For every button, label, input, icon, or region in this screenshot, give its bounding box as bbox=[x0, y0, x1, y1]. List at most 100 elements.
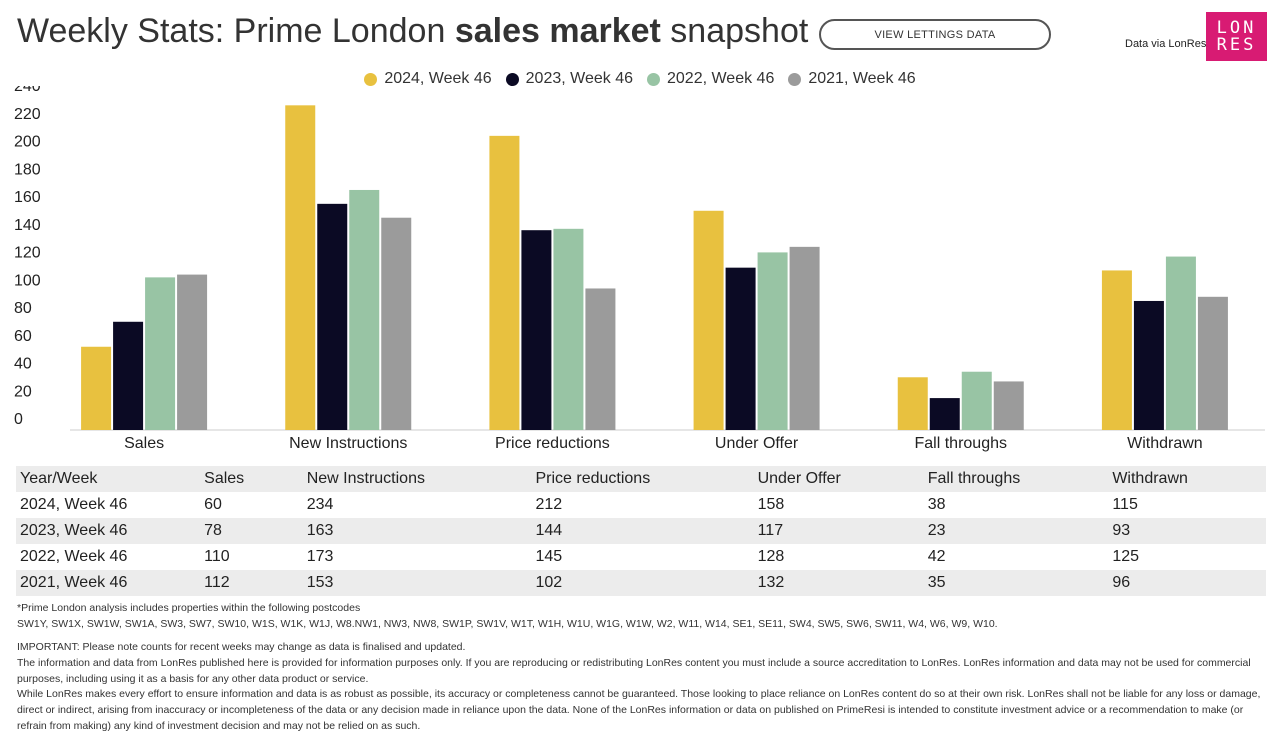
table-row: 2022, Week 46 110 173 145 128 42 125 bbox=[16, 544, 1266, 570]
bar bbox=[789, 246, 820, 430]
postcodes-list: SW1Y, SW1X, SW1W, SW1A, SW3, SW7, SW10, … bbox=[17, 618, 998, 630]
postcodes-intro: *Prime London analysis includes properti… bbox=[17, 602, 361, 614]
legend-item: 2023, Week 46 bbox=[505, 70, 633, 88]
table-row: 2024, Week 46 60 234 212 158 38 115 bbox=[16, 492, 1266, 518]
table-cell: Price reductions bbox=[531, 466, 754, 492]
table-cell: 96 bbox=[1108, 570, 1266, 596]
table-cell: 158 bbox=[757, 496, 785, 513]
table-cell: Sales bbox=[200, 466, 303, 492]
table-cell: 60 bbox=[204, 496, 222, 513]
legend-item: 2021, Week 46 bbox=[788, 70, 916, 88]
legend-label: 2022, Week 46 bbox=[667, 70, 775, 87]
important-note: IMPORTANT: Please note counts for recent… bbox=[17, 641, 466, 653]
bar bbox=[81, 346, 112, 430]
table-cell: 93 bbox=[1108, 518, 1266, 544]
table-cell: Withdrawn bbox=[1108, 466, 1266, 492]
title-part-3: snapshot bbox=[660, 12, 809, 50]
bar bbox=[381, 217, 412, 430]
bar bbox=[1101, 270, 1132, 430]
bar bbox=[585, 288, 616, 430]
table-cell: 234 bbox=[306, 496, 334, 513]
bar bbox=[693, 210, 724, 430]
table-row: 2023, Week 46 78 163 144 117 23 93 bbox=[16, 518, 1266, 544]
legend-marker bbox=[505, 72, 519, 86]
y-tick-label: 220 bbox=[14, 106, 41, 123]
table-cell: 23 bbox=[923, 518, 1109, 544]
bar bbox=[553, 228, 584, 430]
table-cell: 145 bbox=[535, 548, 563, 565]
table-cell: Fall throughs bbox=[923, 466, 1109, 492]
x-tick-label: Under Offer bbox=[715, 435, 799, 452]
page-title: Weekly Stats: Prime London sales market … bbox=[17, 12, 808, 51]
bar bbox=[1165, 256, 1196, 430]
bar bbox=[757, 252, 788, 430]
x-tick-label: Fall throughs bbox=[915, 435, 1008, 452]
table-header-row: Year/Week Sales New Instructions Price redu… bbox=[16, 466, 1266, 492]
y-tick-label: 100 bbox=[14, 272, 41, 289]
table-cell: New Instructions bbox=[302, 466, 532, 492]
bar bbox=[929, 398, 960, 430]
table-cell: 112 bbox=[200, 570, 303, 596]
bar bbox=[521, 230, 552, 430]
bar-chart: 0 20 40 60 80 100 120 140 160 180 200 220 240 Sales Ne… bbox=[14, 86, 1265, 452]
table-cell: 110 bbox=[204, 548, 230, 565]
y-tick-label: 200 bbox=[14, 134, 41, 151]
table-cell: 125 bbox=[1112, 548, 1140, 565]
bar bbox=[113, 321, 144, 430]
y-tick-label: 120 bbox=[14, 245, 41, 262]
view-lettings-data-button[interactable]: VIEW LETTINGS DATA bbox=[819, 19, 1051, 50]
bar bbox=[489, 135, 520, 430]
table-row: 2021, Week 46 112 153 102 132 35 96 bbox=[16, 570, 1266, 596]
legend-item: 2022, Week 46 bbox=[647, 70, 774, 88]
legend-label: 2021, Week 46 bbox=[808, 70, 916, 87]
table-cell: 212 bbox=[535, 496, 563, 513]
legend-marker bbox=[364, 72, 378, 86]
bar bbox=[1197, 296, 1228, 430]
y-tick-label: 180 bbox=[14, 161, 41, 178]
bar bbox=[993, 381, 1024, 430]
table-cell: 102 bbox=[531, 570, 754, 596]
title-part-1: Weekly Stats: Prime London bbox=[17, 12, 455, 50]
legend-marker bbox=[647, 72, 660, 86]
x-tick-label: Price reductions bbox=[495, 435, 610, 452]
title-part-2: sales market bbox=[454, 12, 661, 50]
table-cell: 153 bbox=[302, 570, 532, 596]
legend-marker bbox=[788, 72, 802, 86]
y-tick-label: 60 bbox=[14, 328, 32, 345]
legend-label: 2023, Week 46 bbox=[525, 70, 633, 87]
table-cell: 128 bbox=[757, 548, 785, 565]
table-cell: 78 bbox=[200, 518, 303, 544]
table-cell: 132 bbox=[753, 570, 924, 596]
y-tick-label: 160 bbox=[14, 189, 41, 206]
data-source-label: Data via LonRes bbox=[1125, 38, 1207, 50]
chart-legend: 2024, Week 46 2023, Week 46 2022, Week 46 2… bbox=[0, 70, 1280, 88]
lonres-logo: LON RES bbox=[1206, 12, 1267, 61]
x-tick-label: Withdrawn bbox=[1127, 435, 1203, 452]
information-note: The information and data from LonRes pub… bbox=[17, 657, 1251, 685]
data-table: Year/Week Sales New Instructions Price redu… bbox=[16, 466, 1266, 596]
table-cell: 115 bbox=[1112, 496, 1138, 513]
legend-item: 2024, Week 46 bbox=[364, 70, 492, 88]
table-cell: 144 bbox=[531, 518, 754, 544]
y-tick-label: 240 bbox=[14, 86, 41, 95]
table-cell: 2024, Week 46 bbox=[20, 496, 128, 513]
logo-line-1: LON bbox=[1216, 17, 1257, 38]
table-cell: Under Offer bbox=[753, 466, 924, 492]
legend-label: 2024, Week 46 bbox=[384, 70, 492, 87]
y-tick-label: 80 bbox=[14, 300, 32, 317]
table-cell: 117 bbox=[753, 518, 924, 544]
bar bbox=[145, 277, 176, 430]
bar bbox=[725, 267, 756, 430]
bar bbox=[897, 377, 928, 430]
bar bbox=[177, 274, 208, 430]
x-tick-label: Sales bbox=[124, 435, 164, 452]
y-tick-label: 0 bbox=[14, 411, 23, 428]
bar bbox=[1133, 300, 1164, 430]
bar bbox=[285, 105, 316, 430]
table-cell: 2021, Week 46 bbox=[16, 570, 201, 596]
table-cell: 173 bbox=[306, 548, 334, 565]
table-cell: Year/Week bbox=[16, 466, 201, 492]
y-tick-label: 40 bbox=[14, 356, 32, 373]
bar bbox=[349, 189, 380, 430]
logo-line-2: RES bbox=[1216, 34, 1257, 55]
